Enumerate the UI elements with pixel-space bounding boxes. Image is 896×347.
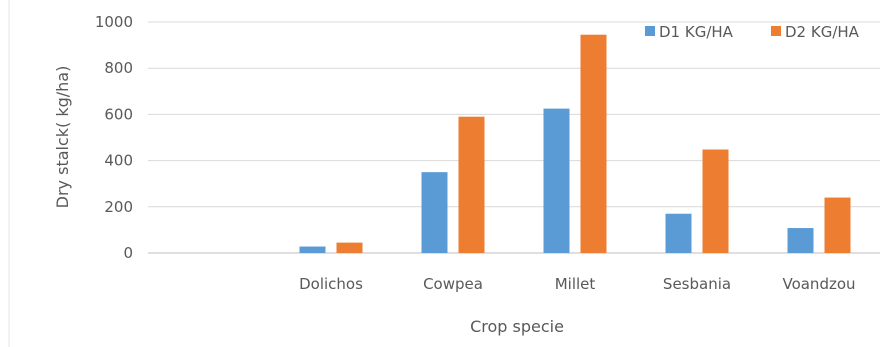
y-tick-label: 1000	[95, 13, 133, 31]
x-tick-label: Cowpea	[423, 275, 483, 293]
x-tick-label: Voandzou	[782, 275, 855, 293]
legend-swatch	[771, 26, 781, 36]
bar-voandzou-series-2	[824, 197, 851, 253]
bar-millet-series-1	[543, 108, 570, 253]
gridlines	[148, 21, 880, 254]
y-axis-title: Dry stalck( kg/ha)	[53, 66, 72, 209]
bar-voandzou-series-1	[787, 228, 814, 253]
y-tick-label: 0	[123, 244, 133, 262]
legend-swatch	[645, 26, 655, 36]
y-tick-label: 400	[104, 152, 133, 170]
legend-label: D2 KG/HA	[785, 23, 860, 41]
y-axis-ticks: 0 200 400 600 800 1000	[95, 13, 133, 262]
bar-millet-series-2	[580, 34, 607, 253]
legend-label: D1 KG/HA	[659, 23, 734, 41]
bar-dolichos-series-2	[336, 242, 363, 253]
x-axis-ticks: Dolichos Cowpea Millet Sesbania Voandzou	[299, 275, 855, 293]
x-axis-title: Crop specie	[470, 317, 564, 336]
y-tick-label: 200	[104, 198, 133, 216]
bar-sesbania-series-1	[665, 213, 692, 253]
bar-cowpea-series-2	[458, 116, 485, 254]
x-tick-label: Millet	[555, 275, 596, 293]
y-tick-label: 800	[104, 59, 133, 77]
y-tick-label: 600	[104, 105, 133, 123]
x-tick-label: Sesbania	[663, 275, 731, 293]
x-tick-label: Dolichos	[299, 275, 363, 293]
bar-cowpea-series-1	[421, 172, 448, 253]
legend: D1 KG/HA D2 KG/HA	[645, 23, 860, 41]
bar-sesbania-series-2	[702, 149, 729, 253]
bar-dolichos-series-1	[299, 246, 326, 253]
bars	[299, 34, 851, 254]
